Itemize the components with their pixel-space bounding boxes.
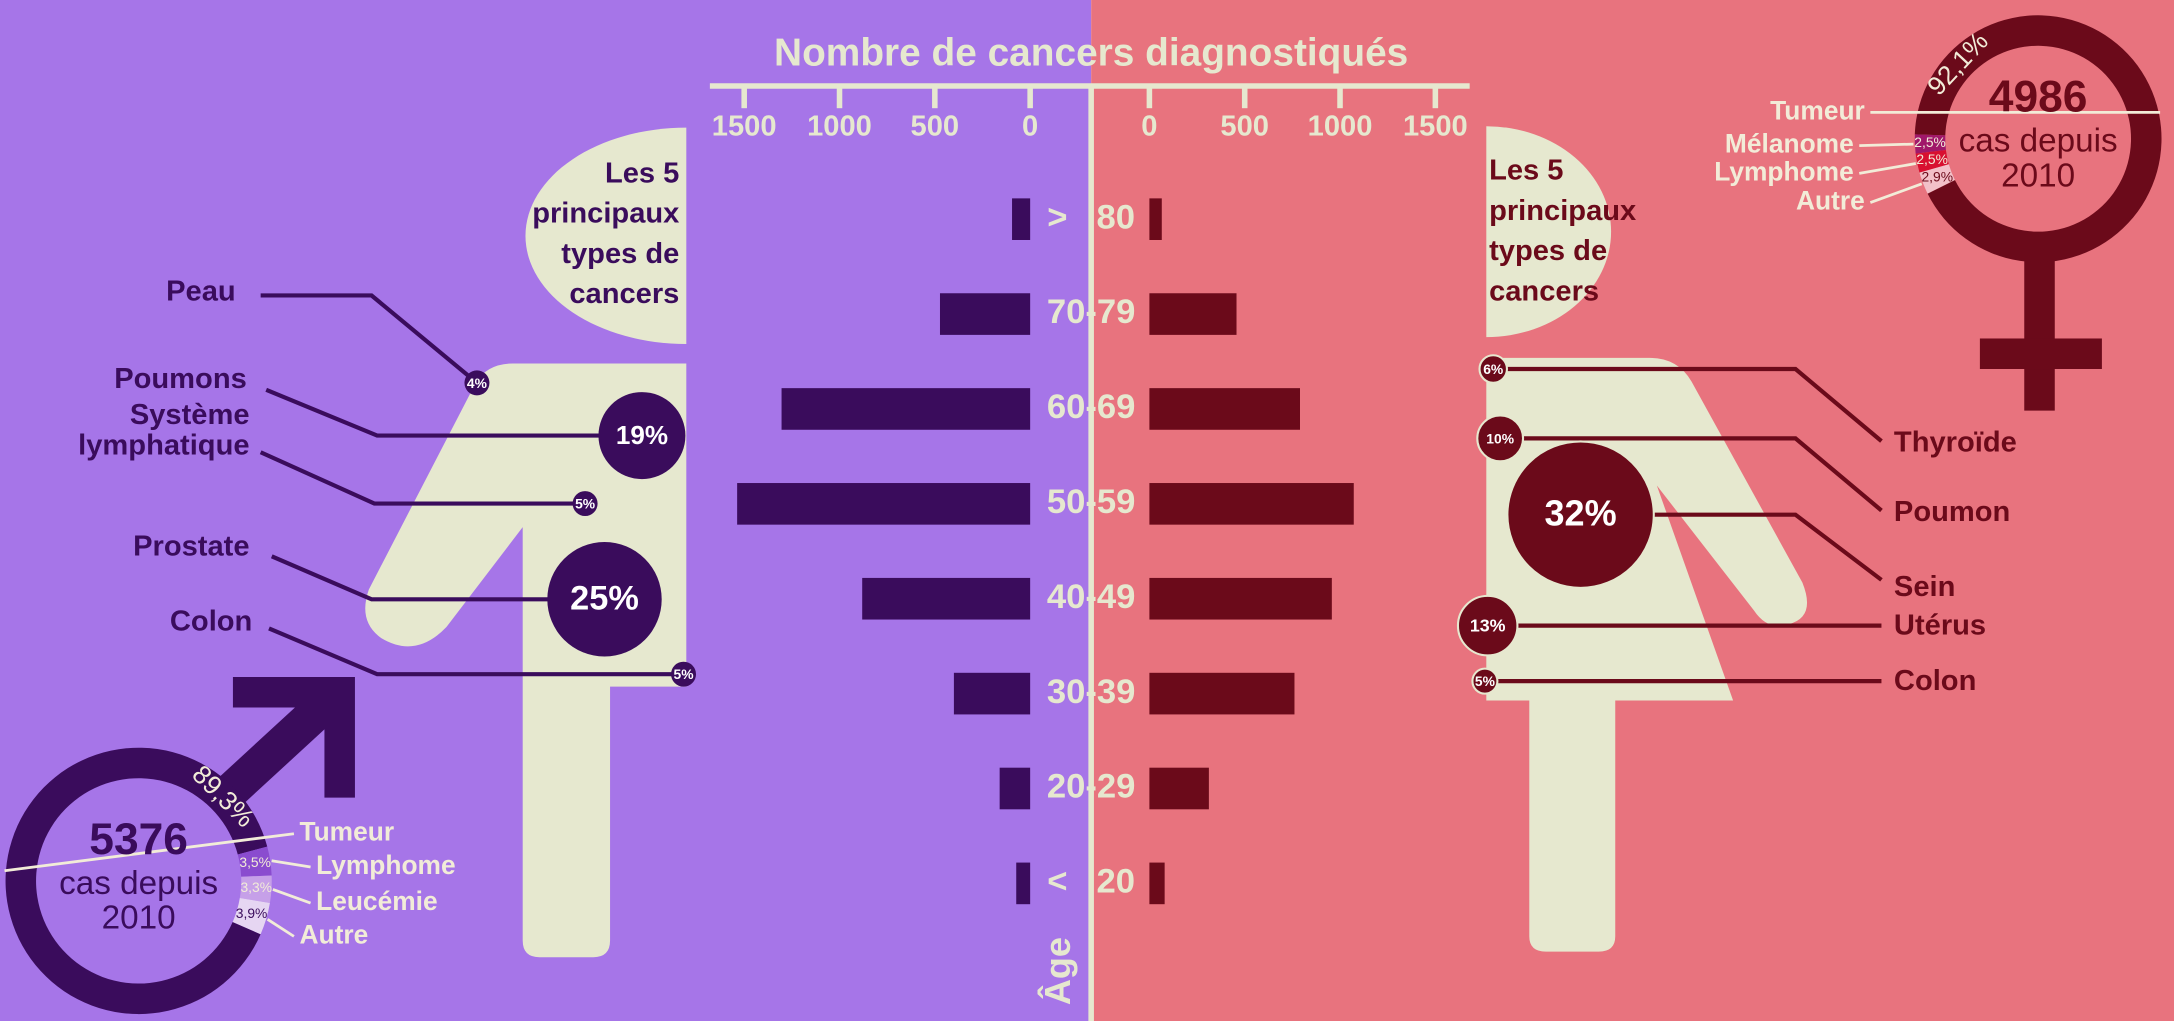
donut-total: 5376 [89, 815, 188, 864]
donut-caption: cas depuis [1959, 123, 2118, 160]
bar [1016, 863, 1030, 905]
x-tick-label: 0 [1141, 110, 1157, 142]
category-label: Sein [1894, 571, 1955, 603]
donut-caption: cas depuis [59, 865, 218, 902]
segment-label: 2,5% [1914, 134, 1946, 150]
bubble-label: 5% [1475, 673, 1495, 689]
bar [1012, 198, 1030, 240]
infographic: Nombre de cancers diagnostiqués 0 0 500 500 1… [0, 0, 2174, 1021]
bar [1149, 673, 1294, 715]
panel-title: cancers [569, 278, 679, 310]
bar [1149, 863, 1164, 905]
x-tick-label: 1000 [1308, 110, 1373, 142]
category-label: 50-59 [1047, 483, 1136, 521]
x-tick-label: 1000 [807, 110, 872, 142]
bar [1149, 483, 1353, 525]
x-tick-label: 500 [1220, 110, 1269, 142]
x-tick-label: 500 [911, 110, 960, 142]
category-label: Colon [170, 606, 252, 638]
legend-label: Lymphome [316, 850, 456, 880]
bubble-label: 32% [1545, 493, 1617, 534]
panel-title: principaux [532, 198, 679, 230]
bar [782, 388, 1031, 430]
legend-label: Tumeur [1770, 95, 1865, 125]
female-symbol-bar [1980, 338, 2102, 369]
label-line: Système [130, 399, 250, 431]
bubble-label: 19% [616, 420, 668, 450]
label-line: lymphatique [78, 429, 249, 461]
legend-label: Tumeur [299, 817, 394, 847]
x-tick-label: 1500 [712, 110, 777, 142]
donut-caption: 2010 [2001, 157, 2075, 194]
legend-label: Leucémie [316, 886, 437, 916]
category-label: Peau [166, 275, 236, 307]
bar [940, 293, 1030, 335]
page: Nombre de cancers diagnostiqués 0 0 500 500 1… [0, 0, 2174, 1021]
donut-total: 4986 [1989, 73, 2088, 122]
bubble-label: 4% [467, 375, 487, 391]
category-label: 30-39 [1047, 673, 1136, 711]
category-label: < 20 [1047, 863, 1135, 901]
x-tick-label: 1500 [1403, 110, 1468, 142]
category-label: > 80 [1047, 198, 1135, 236]
chart-title: Nombre de cancers diagnostiqués [774, 32, 1408, 75]
bar [737, 483, 1030, 525]
category-label: Colon [1894, 665, 1976, 697]
legend-label: Autre [1796, 185, 1865, 215]
x-tick-label: 0 [1022, 110, 1038, 142]
category-label: Poumon [1894, 496, 2010, 528]
panel-title: Les 5 [605, 157, 679, 189]
category-label: Prostate [133, 531, 249, 563]
category-label: Thyroïde [1894, 427, 2017, 459]
bubble-label: 5% [674, 666, 694, 682]
bubble-label: 6% [1483, 361, 1503, 377]
panel-title: Les 5 [1489, 155, 1563, 187]
axis-label: Âge [1036, 937, 1078, 1005]
legend-leader [1859, 144, 1913, 146]
segment-label: 2,5% [1916, 151, 1948, 167]
segment-label: 3,5% [239, 854, 271, 870]
bar [1149, 388, 1300, 430]
category-label: 40-49 [1047, 578, 1136, 616]
bar [1000, 768, 1031, 810]
panel-title: cancers [1489, 275, 1599, 307]
panel-title: principaux [1489, 195, 1636, 227]
category-label: 60-69 [1047, 388, 1136, 426]
legend-label: Mélanome [1725, 129, 1854, 159]
segment-label: 2,9% [1921, 168, 1953, 184]
bar [1149, 198, 1161, 240]
donut-caption: 2010 [102, 900, 176, 937]
bar [1149, 768, 1208, 810]
bar [1149, 293, 1236, 335]
female-symbol-stem [2024, 261, 2055, 411]
bubble-label: 13% [1470, 616, 1506, 636]
bubble-label: 5% [575, 496, 595, 512]
legend-label: Autre [299, 919, 368, 949]
bar [1149, 578, 1331, 620]
category-label: 70-79 [1047, 293, 1136, 331]
bubble-label: 25% [570, 580, 639, 618]
legend-label: Lymphome [1714, 156, 1854, 186]
category-label: Utérus [1894, 610, 1986, 642]
bubble-label: 10% [1486, 430, 1514, 446]
category-label: 20-29 [1047, 768, 1136, 806]
bar [862, 578, 1030, 620]
bar [954, 673, 1030, 715]
segment-label: 3,9% [236, 905, 268, 921]
panel-title: types de [1489, 235, 1607, 267]
category-label: Poumons [114, 363, 247, 395]
panel-title: types de [561, 238, 679, 270]
segment-label: 3,3% [240, 879, 272, 895]
